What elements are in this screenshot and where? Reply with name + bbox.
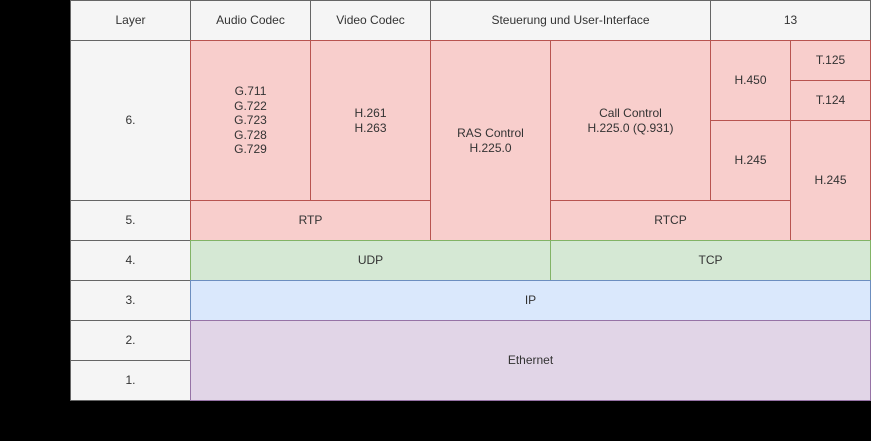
cell-tcp: TCP (550, 240, 871, 281)
cell-udp: UDP (190, 240, 551, 281)
header-video-codec: Video Codec (310, 0, 431, 41)
header-last-column: 13 (710, 0, 871, 41)
header-audio-codec: Audio Codec (190, 0, 311, 41)
cell-t124: T.124 (790, 80, 871, 121)
header-layer: Layer (70, 0, 191, 41)
layer-row-2: 2. (70, 320, 191, 361)
cell-t125: T.125 (790, 40, 871, 81)
cell-h450: H.450 (710, 40, 791, 121)
cell-call-control: Call Control H.225.0 (Q.931) (550, 40, 711, 201)
layer-row-1: 1. (70, 360, 191, 401)
cell-ip: IP (190, 280, 871, 321)
header-control-user-interface: Steuerung und User-Interface (430, 0, 711, 41)
layer-row-5: 5. (70, 200, 191, 241)
cell-video-codecs: H.261 H.263 (310, 40, 431, 201)
cell-h245-data: H.245 (790, 120, 871, 241)
cell-rtp: RTP (190, 200, 431, 241)
layer-row-6: 6. (70, 40, 191, 201)
cell-h245-control: H.245 (710, 120, 791, 201)
layer-row-4: 4. (70, 240, 191, 281)
cell-ras-control: RAS Control H.225.0 (430, 40, 551, 241)
cell-ethernet: Ethernet (190, 320, 871, 401)
cell-audio-codecs: G.711 G.722 G.723 G.728 G.729 (190, 40, 311, 201)
layer-row-3: 3. (70, 280, 191, 321)
cell-rtcp: RTCP (550, 200, 791, 241)
